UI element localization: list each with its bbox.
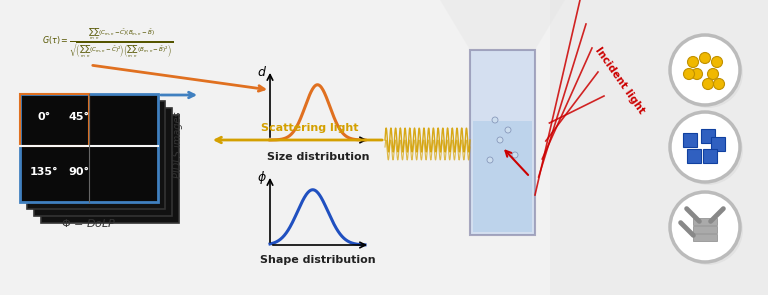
Text: $G(\tau) = \frac{\sum_m \sum_n (C_{m,n} - \bar{C})(B_{m,n} - \bar{B})}{\sqrt{\le: $G(\tau) = \frac{\sum_m \sum_n (C_{m,n} … (42, 27, 174, 60)
Circle shape (670, 112, 740, 182)
Text: 90°: 90° (68, 167, 90, 177)
Circle shape (703, 78, 713, 89)
FancyBboxPatch shape (693, 226, 717, 233)
FancyBboxPatch shape (41, 115, 179, 223)
Text: $\phi$: $\phi$ (257, 168, 267, 186)
Circle shape (505, 127, 511, 133)
Circle shape (673, 38, 743, 108)
FancyBboxPatch shape (20, 94, 158, 202)
FancyBboxPatch shape (693, 218, 717, 225)
Text: 45°: 45° (68, 112, 90, 122)
Circle shape (670, 192, 740, 262)
Circle shape (691, 68, 703, 79)
Circle shape (487, 157, 493, 163)
Circle shape (684, 68, 694, 79)
Text: Shape distribution: Shape distribution (260, 255, 376, 265)
Text: Size distribution: Size distribution (266, 152, 369, 162)
FancyBboxPatch shape (470, 50, 535, 235)
Text: 0°: 0° (38, 112, 51, 122)
Circle shape (670, 35, 740, 105)
FancyBboxPatch shape (34, 108, 172, 216)
Polygon shape (440, 0, 565, 50)
Circle shape (673, 115, 743, 185)
Circle shape (687, 57, 699, 68)
FancyBboxPatch shape (687, 149, 701, 163)
FancyBboxPatch shape (711, 137, 725, 151)
Text: 135°: 135° (30, 167, 58, 177)
Polygon shape (550, 0, 768, 295)
Circle shape (497, 137, 503, 143)
FancyBboxPatch shape (27, 101, 165, 209)
Circle shape (711, 57, 723, 68)
FancyBboxPatch shape (693, 234, 717, 241)
FancyBboxPatch shape (703, 149, 717, 163)
FancyBboxPatch shape (701, 129, 715, 143)
Circle shape (512, 152, 518, 158)
Circle shape (492, 117, 498, 123)
Text: Incident light: Incident light (594, 45, 647, 115)
Circle shape (713, 78, 724, 89)
FancyBboxPatch shape (473, 121, 532, 232)
Circle shape (673, 195, 743, 265)
Circle shape (707, 68, 719, 79)
Circle shape (700, 53, 710, 63)
FancyBboxPatch shape (683, 133, 697, 147)
Text: Scattering light: Scattering light (261, 123, 359, 133)
Text: PIDLS images: PIDLS images (173, 112, 183, 178)
Text: $d$: $d$ (257, 65, 267, 79)
Text: $\Phi$ = DoLP: $\Phi$ = DoLP (61, 217, 117, 229)
